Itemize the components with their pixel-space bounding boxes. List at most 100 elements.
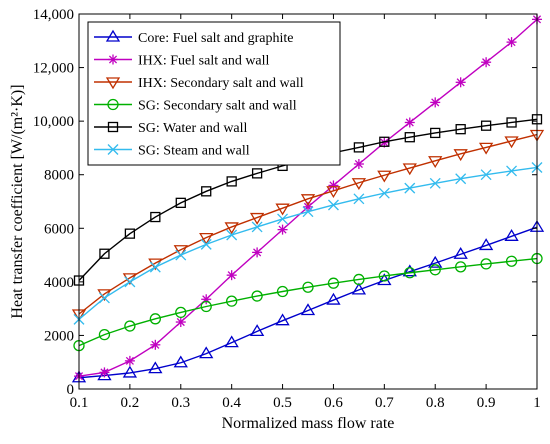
- data-point-5-18: [506, 117, 517, 128]
- data-point-6-6: [200, 238, 212, 250]
- data-point-6-9: [277, 213, 289, 225]
- data-point-6-17: [480, 169, 492, 181]
- legend-marker: [105, 77, 121, 90]
- data-point-4-4: [149, 313, 161, 325]
- data-point-3-9: [275, 203, 290, 216]
- data-point-4-14: [404, 267, 416, 279]
- x-tick-label: 0.5: [273, 395, 292, 411]
- legend-label: IHX: Secondary salt and wall: [138, 76, 304, 91]
- data-point-4-6: [200, 300, 212, 313]
- y-tick-label: 8000: [44, 168, 74, 184]
- legend: Core: Fuel salt and graphite IHX: Fuel sa…: [87, 21, 341, 166]
- data-point-5-6: [201, 186, 212, 197]
- x-tick-label: 0.8: [426, 395, 445, 411]
- data-point-2-4: [150, 339, 161, 350]
- data-point-1-11: [326, 292, 341, 305]
- x-tick-label: 0.7: [375, 395, 394, 411]
- data-point-1-16: [453, 247, 468, 259]
- data-point-3-10: [300, 194, 316, 207]
- data-point-5-5: [175, 197, 186, 208]
- series-3: [71, 129, 545, 322]
- data-point-2-5: [175, 317, 186, 328]
- data-point-3-8: [249, 212, 265, 225]
- y-tick-label: 10,000: [33, 114, 74, 130]
- data-point-4-8: [251, 290, 263, 302]
- data-point-5-17: [480, 120, 492, 131]
- data-point-1-4: [148, 361, 163, 374]
- legend-marker: [107, 98, 119, 111]
- data-point-1-5: [173, 355, 188, 368]
- legend-item-2: IHX: Fuel salt and wall: [94, 54, 270, 69]
- data-point-6-13: [378, 187, 390, 199]
- data-point-4-16: [455, 261, 467, 273]
- data-point-6-15: [429, 177, 441, 189]
- data-point-1-15: [428, 255, 443, 268]
- data-point-6-7: [226, 229, 238, 241]
- data-point-5-2: [99, 248, 110, 259]
- x-tick-label: 0.2: [121, 395, 140, 411]
- data-point-4-7: [226, 295, 238, 307]
- legend-marker: [105, 29, 121, 42]
- legend-label: SG: Steam and wall: [138, 144, 250, 159]
- series-6: [73, 162, 543, 325]
- data-point-2-9: [277, 224, 288, 235]
- data-point-6-3: [124, 276, 136, 288]
- data-point-3-11: [326, 186, 341, 199]
- data-point-6-5: [175, 249, 187, 261]
- legend-item-4: SG: Secondary salt and wall: [94, 99, 297, 114]
- data-point-5-3: [124, 228, 136, 239]
- data-point-5-7: [226, 176, 237, 187]
- data-point-4-5: [175, 306, 187, 319]
- data-point-6-16: [455, 173, 467, 185]
- y-tick-label: 0: [67, 382, 75, 398]
- data-point-4-18: [505, 255, 518, 267]
- data-point-1-8: [249, 324, 265, 337]
- data-point-2-11: [328, 180, 339, 191]
- data-point-6-4: [149, 261, 161, 273]
- data-point-5-14: [404, 132, 415, 143]
- data-point-3-7: [224, 222, 239, 235]
- data-point-5-12: [353, 142, 365, 153]
- series-line-4: [78, 257, 538, 347]
- legend-label: IHX: Fuel salt and wall: [138, 54, 270, 69]
- data-point-1-6: [199, 346, 214, 359]
- plot-frame: [78, 13, 538, 390]
- data-point-3-13: [377, 170, 392, 183]
- data-point-2-3: [124, 355, 135, 366]
- data-point-5-4: [150, 211, 161, 223]
- data-point-1-7: [224, 335, 239, 348]
- legend-label: SG: Water and wall: [138, 121, 248, 136]
- legend-label: Core: Fuel salt and graphite: [138, 31, 294, 46]
- data-point-4-11: [327, 277, 340, 289]
- data-point-6-18: [506, 165, 518, 177]
- data-point-3-12: [351, 178, 367, 191]
- data-point-3-18: [504, 136, 519, 149]
- data-point-5-15: [430, 127, 441, 139]
- legend-item-3: IHX: Secondary salt and wall: [94, 76, 304, 91]
- legend-box: [87, 21, 341, 166]
- series-1: [71, 219, 545, 383]
- data-point-4-9: [276, 285, 289, 298]
- data-point-2-7: [226, 270, 237, 281]
- y-tick-label: 2000: [44, 328, 74, 344]
- x-tick-label: 0.6: [324, 395, 343, 411]
- y-tick-label: 12,000: [33, 61, 74, 77]
- series-4: [73, 252, 543, 352]
- data-point-2-12: [353, 159, 364, 169]
- x-tick-label: 0.1: [70, 395, 89, 411]
- data-point-4-13: [378, 270, 390, 282]
- data-point-1-9: [275, 313, 290, 326]
- data-point-6-11: [327, 199, 339, 211]
- series-line-6: [78, 166, 538, 320]
- data-point-6-2: [98, 292, 110, 304]
- data-point-5-13: [379, 136, 390, 147]
- data-point-6-8: [251, 221, 263, 233]
- data-point-1-10: [300, 303, 316, 316]
- data-point-6-10: [302, 206, 314, 218]
- data-point-4-3: [124, 320, 136, 332]
- axes-layer: 0.1 0.2 0.3 0.4 0.5 0.6 0.7 0.8 0.9 1 0 2000 4000 600…: [9, 7, 541, 432]
- y-tick-label: 6000: [44, 221, 74, 237]
- data-point-4-10: [302, 281, 314, 293]
- data-point-1-18: [504, 229, 519, 241]
